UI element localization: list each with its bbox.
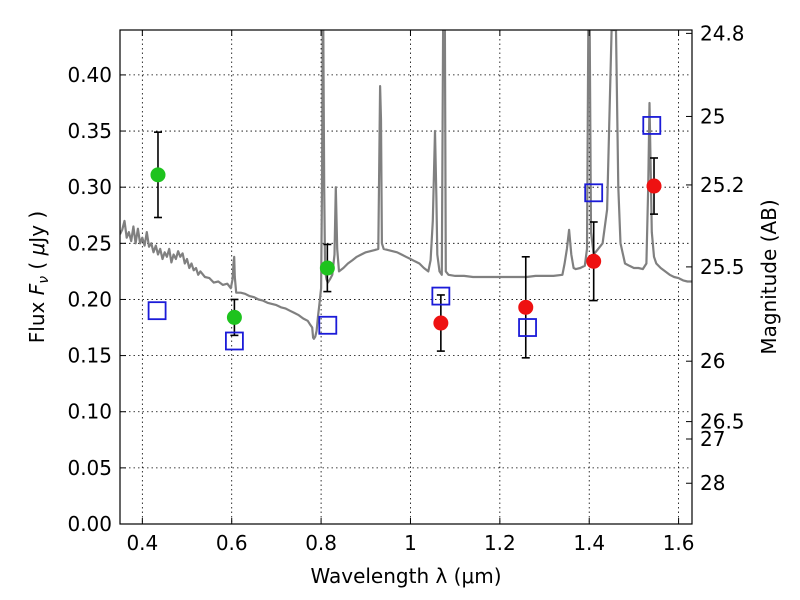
photometry-point [586,253,602,269]
y-axis-label-symbol: F [25,283,49,295]
y-tick-label: 0.15 [67,344,112,368]
x-tick-label: 0.6 [216,531,248,555]
x-tick-label: 0.8 [305,531,337,555]
x-tick-label: 1.4 [573,531,605,555]
y-tick-label: 0.30 [67,175,112,199]
plot-area [120,30,692,340]
y-tick-label: 0.40 [67,63,112,87]
model-flux-square [318,315,338,335]
photometry-point [518,299,534,315]
model-flux-square [584,183,604,203]
y-axis-label-unit-rest: Jy ) [25,211,49,245]
photometry-point [150,167,166,183]
right-tick-label: 26 [700,349,725,373]
x-tick-label: 1 [404,531,417,555]
y-tick-label: 0.20 [67,287,112,311]
model-flux-square [431,286,451,306]
right-tick-label: 27 [700,427,725,451]
right-tick-label: 25.5 [700,255,745,279]
photometry-point [646,178,662,194]
model-flux-square [642,116,662,135]
model-flux-square [518,318,537,337]
right-tick-label: 26.5 [700,410,745,434]
y-axis-label-unit-open: ( [25,255,49,276]
x-tick-label: 0.4 [126,531,158,555]
right-tick-label: 25 [700,104,725,128]
y-axis-label: Flux Fν ( μJy ) [25,211,52,343]
y-tick-label: 0.25 [67,231,112,255]
y-axis-label-prefix: Flux [25,295,49,343]
y-tick-label: 0.05 [67,456,112,480]
y-tick-label: 0.10 [67,400,112,424]
model-spectrum-line [120,30,692,340]
photometry-point [433,315,449,331]
x-tick-label: 1.6 [663,531,695,555]
model-flux-square [147,301,167,321]
y-axis-label-subscript: ν [36,276,52,284]
model-flux-square [224,331,244,351]
y-tick-label: 0.35 [67,119,112,143]
y-axis-label-unit-mu: μ [25,243,49,257]
data-points [147,116,662,359]
right-axis-label: Magnitude (AB) [757,199,781,354]
right-tick-label: 25.2 [700,173,745,197]
photometry-point [319,260,335,276]
right-tick-label: 24.8 [700,21,745,45]
right-tick-label: 28 [700,471,725,495]
axis-ticks: 0.4 0.6 0.8 1 1.2 1.4 1.6 0.00 0.05 0.10 0.15 0.20 0… [67,21,744,555]
photometry-point [226,309,242,325]
x-axis-label: Wavelength λ (μm) [310,564,501,588]
y-tick-label: 0.00 [67,512,112,536]
plot-frame [119,29,693,525]
x-tick-label: 1.2 [484,531,516,555]
